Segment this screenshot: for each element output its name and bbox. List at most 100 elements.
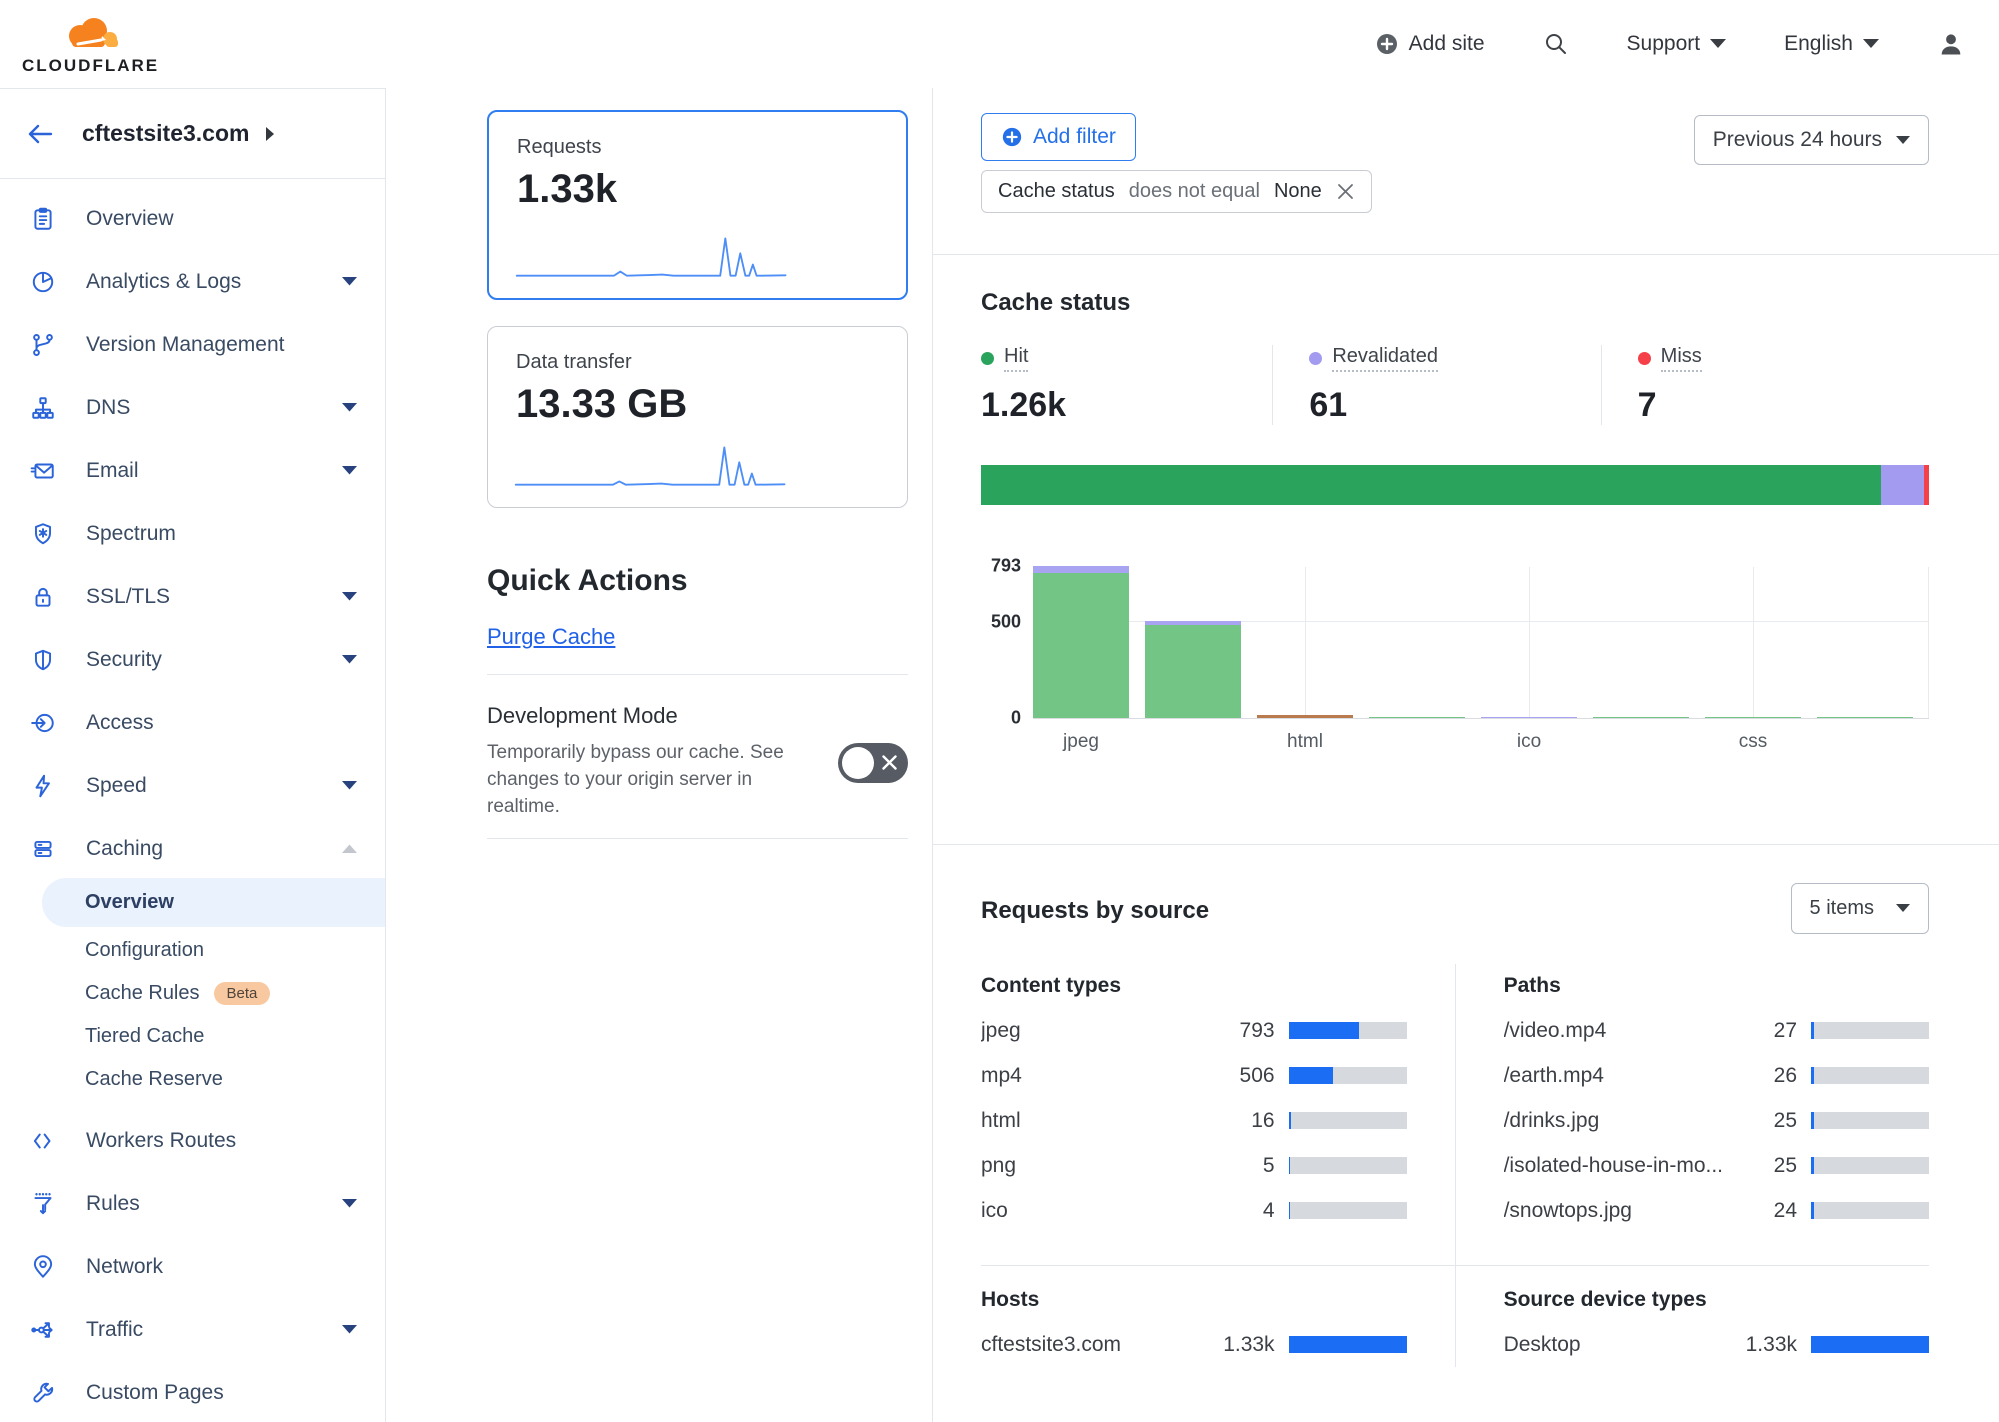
sidebar-item-dns[interactable]: DNS: [0, 376, 385, 439]
sidebar-item-version-management[interactable]: Version Management: [0, 313, 385, 376]
development-mode-row: Temporarily bypass our cache. See change…: [487, 739, 908, 820]
caret-down-icon: [342, 781, 357, 790]
row-bar-track: [1288, 1112, 1407, 1129]
revalidated-dot-icon: [1309, 352, 1323, 365]
requests-by-source-grid: Content types jpeg 793 mp4 506 html 16 png 5 ico…: [981, 964, 1929, 1367]
miss-label[interactable]: Miss: [1660, 345, 1702, 372]
items-count-dropdown[interactable]: 5 items: [1790, 883, 1929, 934]
source-device-types-table: Source device types Desktop 1.33k: [1454, 1265, 1929, 1367]
sidebar-item-workers-routes[interactable]: Workers Routes: [0, 1109, 385, 1172]
y-axis-tick: 500: [990, 611, 1021, 632]
row-value: 506: [1239, 1063, 1275, 1087]
row-label: mp4: [981, 1063, 1022, 1087]
time-range-dropdown[interactable]: Previous 24 hours: [1693, 115, 1929, 165]
back-arrow-icon[interactable]: [26, 122, 54, 146]
custom-pages-icon: [30, 1380, 56, 1406]
row-value: 25: [1773, 1153, 1797, 1177]
row-label: ico: [981, 1198, 1008, 1222]
bar-segment-hit: [1369, 717, 1465, 718]
add-site-button[interactable]: Add site: [1375, 32, 1485, 56]
bar-segment-other: [1257, 715, 1353, 718]
sidebar-item-overview[interactable]: Overview: [0, 187, 385, 250]
development-mode-toggle[interactable]: [838, 743, 908, 783]
network-icon: [30, 1254, 56, 1280]
hit-value: 1.26k: [981, 386, 1067, 424]
support-menu[interactable]: Support: [1627, 32, 1727, 56]
requests-by-source-section: Requests by source 5 items Content types…: [933, 845, 1999, 1367]
sidebar-subitem-tiered-cache[interactable]: Tiered Cache: [0, 1015, 385, 1058]
sidebar-item-custom-pages[interactable]: Custom Pages: [0, 1361, 385, 1422]
bar: [1593, 717, 1689, 718]
version-icon: [30, 332, 56, 358]
hosts-table: Hosts cftestsite3.com 1.33k: [981, 1265, 1455, 1367]
chip-field: Cache status: [998, 180, 1115, 202]
row-value: 25: [1773, 1108, 1797, 1132]
hit-label[interactable]: Hit: [1004, 345, 1029, 372]
sidebar-subitem-label: Cache Reserve: [85, 1068, 223, 1090]
x-axis-label-jpeg: jpeg: [1063, 731, 1099, 752]
sidebar-subitem-configuration[interactable]: Configuration: [0, 929, 385, 972]
revalidated-value: 61: [1309, 386, 1348, 424]
row-label: html: [981, 1108, 1021, 1132]
user-avatar[interactable]: [1937, 30, 1965, 58]
sidebar-item-traffic[interactable]: Traffic: [0, 1298, 385, 1361]
content-types-heading: Content types: [981, 974, 1122, 997]
main-layout: cftestsite3.com Overview Analytics & Logs…: [0, 88, 1999, 1422]
filter-bar: Add filter Cache status does not equal N…: [933, 88, 1999, 255]
email-icon: [30, 458, 56, 484]
purge-cache-link[interactable]: Purge Cache: [487, 624, 616, 649]
row-bar-track: [1811, 1112, 1929, 1129]
sidebar-nav: Overview Analytics & Logs Version Manageme…: [0, 179, 385, 1422]
language-menu[interactable]: English: [1784, 32, 1879, 56]
revalidated-label[interactable]: Revalidated: [1332, 345, 1438, 372]
row-bar-fill: [1288, 1336, 1407, 1353]
sidebar-subitem-cache-rules[interactable]: Cache Rules Beta: [0, 972, 385, 1015]
sidebar-item-label: Rules: [86, 1191, 140, 1215]
requests-metric-card[interactable]: Requests 1.33k: [487, 110, 908, 300]
sidebar-item-ssl-tls[interactable]: SSL/TLS: [0, 565, 385, 628]
sidebar-item-label: Email: [86, 458, 139, 482]
row-label: cftestsite3.com: [981, 1332, 1122, 1356]
row-bar-fill: [1288, 1157, 1291, 1174]
sidebar-item-label: Network: [86, 1254, 164, 1278]
brand-wordmark: CLOUDFLARE: [22, 56, 160, 75]
bar-segment-revalidated: [1145, 621, 1241, 625]
sidebar-subitem-overview[interactable]: Overview: [42, 878, 385, 927]
search-button[interactable]: [1543, 31, 1569, 57]
sidebar-item-speed[interactable]: Speed: [0, 754, 385, 817]
table-row: mp4 506: [981, 1053, 1407, 1098]
stat-revalidated: Revalidated 61: [1272, 345, 1600, 425]
close-icon[interactable]: [1336, 182, 1355, 201]
caret-down-icon: [342, 655, 357, 664]
data-transfer-sparkline: [514, 446, 786, 486]
row-value: 26: [1773, 1063, 1797, 1087]
sidebar-item-email[interactable]: Email: [0, 439, 385, 502]
data-transfer-metric-card[interactable]: Data transfer 13.33 GB: [487, 326, 908, 508]
chart-gridline-500: [1033, 621, 1929, 623]
chevron-right-icon[interactable]: [265, 126, 275, 142]
sidebar-item-network[interactable]: Network: [0, 1235, 385, 1298]
chart-x-labels: jpeg html ico css: [1033, 719, 1929, 755]
sidebar-item-security[interactable]: Security: [0, 628, 385, 691]
row-label: png: [981, 1153, 1017, 1177]
rules-icon: [30, 1191, 56, 1217]
sidebar-subitem-cache-reserve[interactable]: Cache Reserve: [0, 1058, 385, 1101]
y-axis-tick: 793: [990, 555, 1021, 576]
table-row: /isolated-house-in-mo... 25: [1504, 1143, 1929, 1188]
sidebar-item-analytics-logs[interactable]: Analytics & Logs: [0, 250, 385, 313]
cloudflare-logo[interactable]: CLOUDFLARE: [22, 14, 159, 74]
sidebar-item-rules[interactable]: Rules: [0, 1172, 385, 1235]
sidebar-item-label: Version Management: [86, 332, 285, 356]
sidebar-item-spectrum[interactable]: Spectrum: [0, 502, 385, 565]
bar-jpeg: [1033, 566, 1129, 718]
caching-icon: [30, 836, 56, 862]
table-row: Desktop 1.33k: [1504, 1322, 1929, 1367]
sidebar-item-access[interactable]: Access: [0, 691, 385, 754]
sidebar-item-caching[interactable]: Caching: [0, 817, 385, 880]
cache-status-filter-chip[interactable]: Cache status does not equal None: [981, 170, 1372, 213]
chart-vertical-gridline: [1529, 567, 1530, 718]
add-filter-button[interactable]: Add filter: [981, 113, 1136, 161]
row-label: /isolated-house-in-mo...: [1503, 1153, 1723, 1177]
bar-png: [1369, 717, 1465, 718]
table-row: jpeg 793: [981, 1008, 1407, 1053]
